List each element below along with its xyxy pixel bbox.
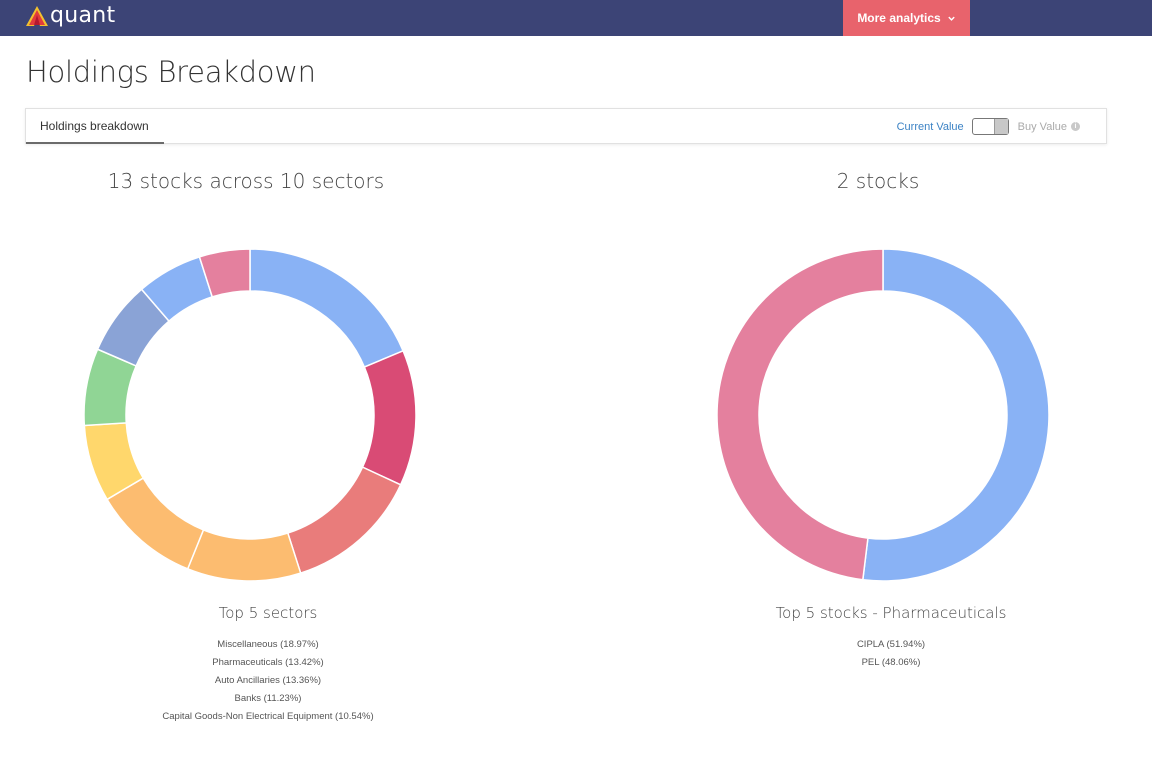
logo-text: quant [50,3,116,28]
value-toggle-switch[interactable] [971,118,1009,135]
tab-holdings-breakdown[interactable]: Holdings breakdown [26,109,164,144]
donut-slice-0-3[interactable] [186,528,302,581]
donut-slice-1-1[interactable] [717,249,884,581]
sectors-legend: Miscellaneous (18.97%) Pharmaceuticals (1… [18,636,518,726]
sectors-legend-title: Top 5 sectors [218,604,318,622]
more-analytics-button[interactable]: More analytics [843,0,970,36]
stocks-donut-chart [717,249,1049,581]
legend-item: CIPLA (51.94%) [856,639,926,650]
info-icon[interactable]: i [1071,122,1080,131]
quant-logo-icon [26,6,48,26]
donut-slice-0-0[interactable] [249,249,405,369]
stocks-legend: CIPLA (51.94%) PEL (48.06%) [641,636,1141,672]
legend-item: Miscellaneous (18.97%) [217,639,319,650]
sectors-donut-chart [84,249,416,581]
stocks-chart-title: 2 stocks [836,169,920,193]
tab-card: Holdings breakdown Current Value Buy Val… [25,108,1107,144]
legend-item: Auto Ancillaries (13.36%) [214,675,322,686]
stocks-legend-title: Top 5 stocks - Pharmaceuticals [775,604,1007,622]
top-navbar: quant More analytics [0,0,1152,36]
value-toggle: Current Value Buy Value i [897,109,1080,144]
legend-item: PEL (48.06%) [861,657,921,668]
more-analytics-label: More analytics [857,11,941,25]
chevron-down-icon [947,16,955,21]
page-title: Holdings Breakdown [26,55,316,89]
sectors-chart-title: 13 stocks across 10 sectors [107,169,385,193]
tab-label: Holdings breakdown [40,118,149,133]
legend-item: Capital Goods-Non Electrical Equipment (… [162,711,374,722]
legend-item: Banks (11.23%) [234,693,302,704]
buy-value-label[interactable]: Buy Value [1017,120,1067,133]
donut-slice-0-2[interactable] [286,466,402,575]
current-value-label[interactable]: Current Value [896,120,964,133]
switch-knob [993,119,1008,134]
donut-slice-0-1[interactable] [361,349,416,486]
legend-item: Pharmaceuticals (13.42%) [212,657,324,668]
logo[interactable]: quant [25,4,115,28]
donut-slice-0-9[interactable] [198,249,251,298]
donut-slice-1-0[interactable] [861,249,1049,581]
